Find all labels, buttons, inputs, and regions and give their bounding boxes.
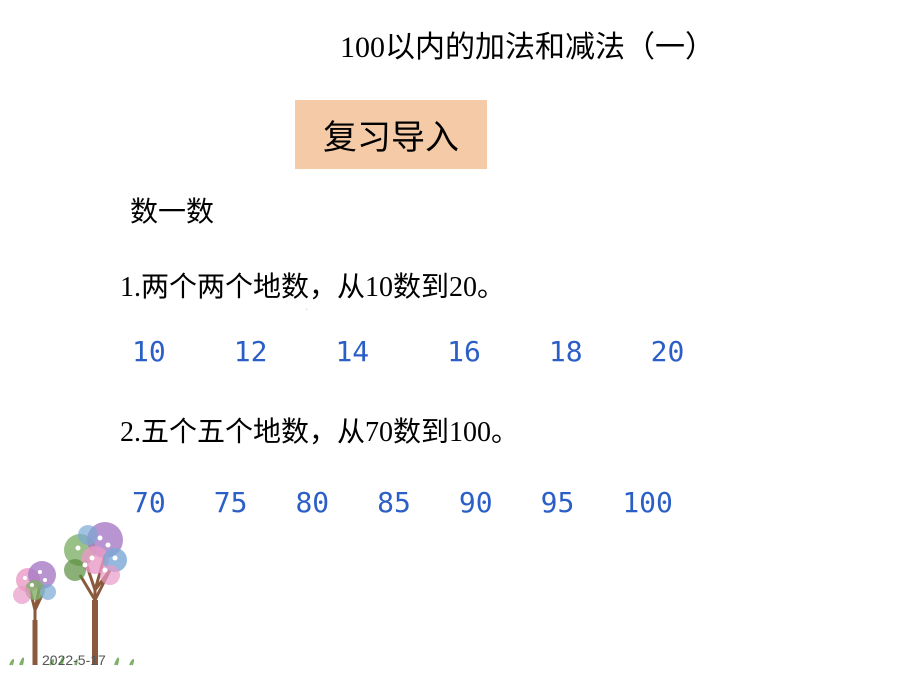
number-item: 75	[214, 486, 248, 519]
number-item: 100	[622, 486, 673, 519]
number-item: 16	[447, 335, 481, 368]
number-item: 85	[377, 486, 411, 519]
question-2: 2.五个五个地数，从70数到100。	[120, 410, 519, 450]
question-1: 1.两个两个地数，从10数到20。	[120, 265, 505, 305]
subtitle: 数一数	[130, 190, 214, 230]
number-item: 12	[234, 335, 268, 368]
tree-decoration-icon	[0, 480, 160, 670]
watermark: ·	[305, 305, 308, 316]
date-stamp: 2022-5-17	[42, 652, 106, 668]
section-header: 复习导入	[295, 100, 487, 169]
numbers-row-1: 10 12 14 16 18 20	[132, 335, 684, 368]
number-item: 95	[541, 486, 575, 519]
number-item: 20	[651, 335, 685, 368]
number-item: 14	[335, 335, 369, 368]
number-item: 90	[459, 486, 493, 519]
number-item: 80	[295, 486, 329, 519]
number-item: 18	[549, 335, 583, 368]
page-title: 100以内的加法和减法（一）	[340, 22, 715, 66]
numbers-row-2: 70 75 80 85 90 95 100	[132, 486, 673, 519]
number-item: 10	[132, 335, 166, 368]
